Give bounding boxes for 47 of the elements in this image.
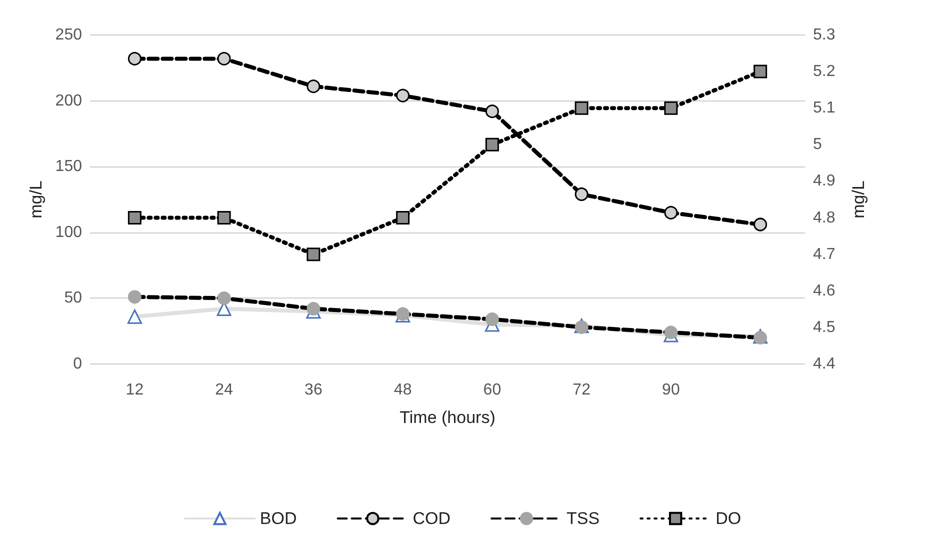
point [128,52,142,66]
point [664,101,678,115]
y-tick-label: 0 [73,356,82,372]
point [754,64,768,78]
y2-tick-label: 5.1 [813,100,836,117]
point [574,101,588,115]
point [217,52,231,66]
y-axis-title: mg/L [26,180,46,218]
point [306,80,320,94]
x-tick-label: 72 [572,382,591,398]
y-tick-label: 100 [55,224,82,241]
point [396,211,410,225]
y2-tick-label: 4.7 [813,246,836,263]
y2-tick-label: 5.2 [813,63,836,80]
legend-label: DO [716,509,742,528]
y2-tick-label: 4.9 [813,172,836,190]
point [306,248,320,262]
y-tick-label: 50 [64,290,82,307]
x-tick-label: 90 [662,382,680,398]
point [128,211,142,225]
y2-axis-title: mg/L [849,180,868,218]
y-tick-label: 200 [55,92,82,110]
x-tick-label: 48 [394,382,412,398]
x-tick-label: 36 [304,382,322,398]
point [396,88,410,102]
x-axis-title: Time (hours) [400,408,496,427]
point [485,104,499,118]
x-tick-label: 60 [483,382,502,398]
x-tick-label: 24 [215,382,234,398]
point [664,206,678,220]
legend-label: BOD [260,509,297,528]
y2-tick-label: 4.4 [813,356,836,372]
point [754,218,768,232]
x-tick-label: 12 [126,382,144,398]
point [217,211,231,225]
point [574,187,588,201]
legend-label: TSS [566,509,600,528]
y2-tick-label: 5 [813,136,822,154]
y2-tick-label: 5.3 [813,26,836,44]
y2-tick-label: 4.8 [813,209,836,226]
point [485,138,499,152]
legend-label: COD [412,509,451,528]
y-tick-label: 150 [55,158,82,176]
point [127,309,142,324]
y2-tick-label: 4.5 [813,318,836,336]
y-tick-label: 250 [55,26,82,44]
y2-tick-label: 4.6 [813,282,836,300]
